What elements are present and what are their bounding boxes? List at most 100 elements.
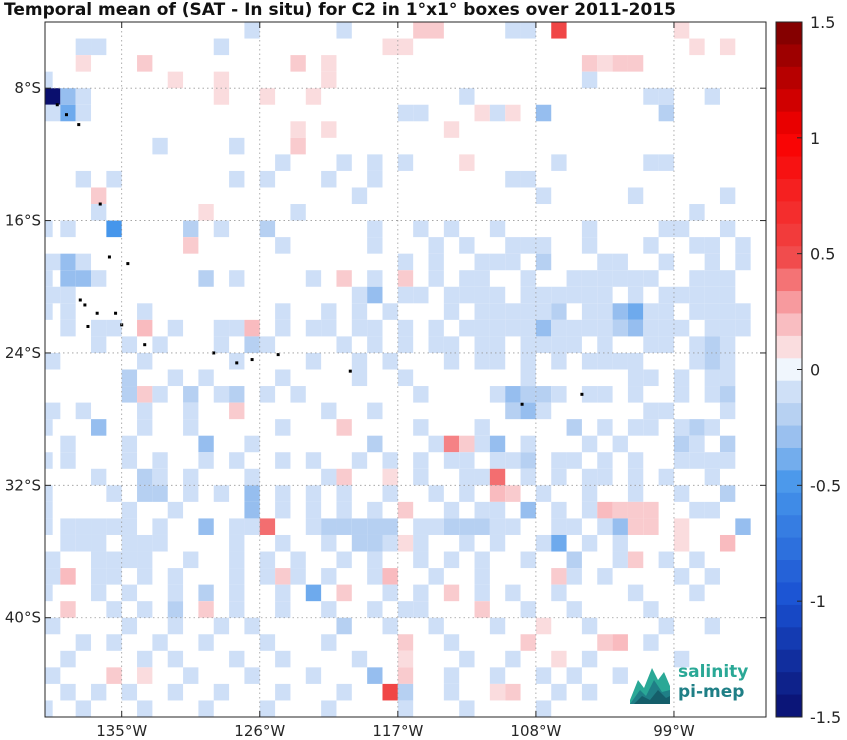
heatmap-cell [489,319,506,337]
heatmap-cell [627,319,644,337]
heatmap-cell [627,286,644,304]
island-marker [98,202,102,206]
heatmap-cell [443,435,460,453]
heatmap-cell [290,204,306,221]
colorbar-segment [776,627,802,651]
x-tick-label: 108°W [510,722,561,740]
heatmap-cell [443,518,460,535]
heatmap-cell [689,286,705,304]
heatmap-cell [535,534,552,552]
salinity-pimep-logo: salinity pi-mep [628,660,758,708]
heatmap-cell [597,568,613,585]
heatmap-cell [719,534,736,552]
heatmap-cell [106,170,122,188]
heatmap-cell [229,601,245,618]
colorbar-segment [776,380,802,404]
heatmap-cell [60,568,76,585]
heatmap-cell [581,683,598,701]
heatmap-cell [244,518,260,535]
heatmap-cell [566,667,582,684]
heatmap-cell [719,319,736,337]
heatmap-cell [489,534,506,552]
heatmap-cell [535,286,552,304]
heatmap-cell [658,402,674,420]
heatmap-cell [673,650,690,668]
heatmap-cell [413,452,429,469]
heatmap-cell [643,237,659,254]
heatmap-cell [183,402,199,420]
heatmap-cell [505,22,521,39]
heatmap-cell [75,253,92,271]
heatmap-cell [198,204,214,221]
heatmap-cell [183,419,199,436]
heatmap-cell [321,170,337,188]
colorbar-segment [776,201,802,225]
heatmap-cell [459,286,475,304]
island-marker [580,392,584,396]
heatmap-cell [244,485,260,502]
heatmap-cell [489,435,506,453]
heatmap-cell [351,534,368,552]
heatmap-cell [75,38,92,56]
heatmap-cell [704,568,720,585]
heatmap-cell [382,452,398,469]
heatmap-cell [382,518,398,535]
heatmap-cell [198,634,214,651]
heatmap-cell [719,303,736,320]
heatmap-cell [75,170,92,188]
heatmap-cell [321,303,337,320]
heatmap-cell [336,270,352,287]
heatmap-cell [704,452,720,469]
heatmap-cell [259,568,276,585]
heatmap-cell [183,485,199,502]
heatmap-cell [91,204,107,221]
heatmap-cell [60,88,76,105]
colorbar-segment [776,694,802,718]
heatmap-cell [397,38,414,56]
heatmap-cell [367,435,383,453]
heatmap-cell [45,501,53,519]
y-tick-label: 32°S [5,476,41,494]
heatmap-cell [336,551,352,569]
heatmap-cell [459,650,475,668]
heatmap-cell [413,419,429,436]
heatmap-cell [689,452,705,469]
heatmap-cell [91,468,107,486]
heatmap-cell [474,253,490,271]
heatmap-cell [121,617,138,635]
heatmap-cell [290,386,306,403]
heatmap-cell [474,104,490,122]
island-marker [95,311,99,315]
heatmap-cell [213,617,230,635]
colorbar-segment [776,156,802,180]
heatmap-cell [443,286,460,304]
heatmap-cell [566,518,582,535]
heatmap-cell [597,336,613,353]
heatmap-cell [137,534,153,552]
heatmap-cell [45,617,61,635]
heatmap-cell [382,468,398,486]
colorbar-segment [776,403,802,427]
heatmap-cell [520,170,536,188]
heatmap-cell [428,336,444,353]
heatmap-cell [505,452,521,469]
colorbar-segment [776,268,802,292]
heatmap-cell [551,336,567,353]
heatmap-cell [658,253,674,271]
heatmap-cell [382,568,398,585]
heatmap-cell [474,501,490,519]
heatmap-cell [551,286,567,304]
heatmap-cell [581,501,598,519]
colorbar-segment [776,492,802,516]
heatmap-cell [505,386,521,403]
heatmap-cell [658,220,674,238]
colorbar-tick-label: -1 [810,592,826,611]
heatmap-cell [459,435,475,453]
heatmap-cell [551,319,567,337]
heatmap-cell [137,601,153,618]
heatmap-cell [321,700,337,717]
heatmap-cell [397,270,414,287]
heatmap-cell [45,700,53,717]
x-tick-label: 117°W [372,722,423,740]
heatmap-cell [520,237,536,254]
